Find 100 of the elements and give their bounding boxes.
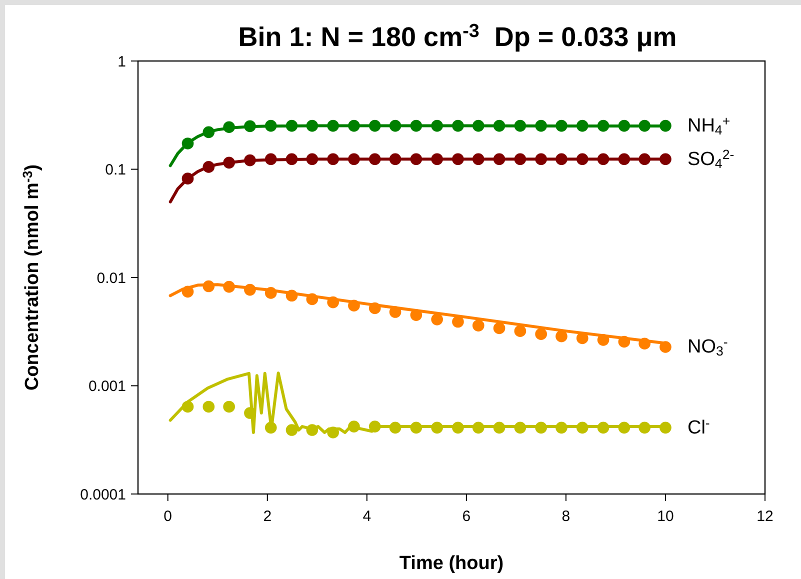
point xyxy=(306,120,318,132)
point xyxy=(202,280,215,292)
x-tick-label: 4 xyxy=(362,508,372,525)
point xyxy=(576,422,588,434)
point xyxy=(348,120,360,132)
x-tick-label: 0 xyxy=(164,508,172,525)
point xyxy=(389,306,402,318)
point xyxy=(618,422,630,434)
point xyxy=(244,154,256,166)
point xyxy=(638,422,650,434)
point xyxy=(389,120,402,132)
point xyxy=(431,314,443,326)
point xyxy=(452,422,464,434)
point xyxy=(493,120,506,132)
point xyxy=(597,334,610,346)
point xyxy=(431,422,443,434)
point xyxy=(638,120,650,132)
point xyxy=(431,120,443,132)
point xyxy=(535,120,547,132)
point xyxy=(452,120,464,132)
point xyxy=(202,400,215,413)
x-tick-label: 2 xyxy=(263,508,272,525)
point xyxy=(660,341,672,353)
point xyxy=(576,120,588,132)
point xyxy=(327,426,339,438)
x-tick-label: 8 xyxy=(562,508,570,525)
point xyxy=(618,120,630,132)
point xyxy=(389,153,402,166)
point xyxy=(223,156,235,169)
y-tick-label: 0.1 xyxy=(105,162,126,178)
point xyxy=(286,424,298,436)
point xyxy=(327,153,339,166)
point xyxy=(514,153,526,166)
point xyxy=(286,153,298,166)
point xyxy=(223,280,235,293)
point xyxy=(306,424,318,436)
y-tick-label: 0.0001 xyxy=(80,486,126,504)
point xyxy=(452,316,464,328)
point xyxy=(556,422,568,434)
point xyxy=(597,153,610,166)
point xyxy=(410,153,422,166)
point xyxy=(535,328,547,340)
point xyxy=(535,422,547,434)
point xyxy=(182,400,194,413)
point xyxy=(286,290,298,302)
point xyxy=(348,153,360,166)
y-tick-label: 0.001 xyxy=(88,378,126,395)
point xyxy=(223,400,235,413)
point xyxy=(556,330,568,342)
point xyxy=(410,309,422,321)
point xyxy=(389,422,402,434)
x-tick-label: 10 xyxy=(657,508,674,525)
point xyxy=(472,320,484,332)
point xyxy=(660,153,672,166)
point xyxy=(327,296,339,308)
point xyxy=(182,172,194,184)
point xyxy=(493,153,506,166)
point xyxy=(327,120,339,132)
point xyxy=(493,322,506,334)
point xyxy=(264,422,277,434)
point xyxy=(410,422,422,434)
point xyxy=(472,120,484,132)
point xyxy=(618,336,630,348)
point xyxy=(286,120,298,132)
point xyxy=(306,293,318,306)
point xyxy=(618,153,630,166)
point xyxy=(348,300,360,312)
point xyxy=(535,153,547,166)
y-tick-label: 0.01 xyxy=(96,270,126,287)
point xyxy=(202,126,215,138)
point xyxy=(202,161,215,173)
point xyxy=(660,120,672,132)
point xyxy=(182,138,194,150)
point xyxy=(472,422,484,434)
point xyxy=(514,325,526,337)
point xyxy=(368,420,381,432)
y-tick-label: 1 xyxy=(118,53,126,70)
point xyxy=(452,153,464,166)
point xyxy=(597,120,610,132)
point xyxy=(348,420,360,432)
point xyxy=(182,286,194,298)
point xyxy=(264,120,277,132)
point xyxy=(597,422,610,434)
series-label: Cl$^{-}$ xyxy=(687,416,710,438)
point xyxy=(368,153,381,166)
point xyxy=(493,422,506,434)
point xyxy=(576,153,588,166)
point xyxy=(306,153,318,166)
x-tick-label: 12 xyxy=(756,508,774,525)
point xyxy=(638,153,650,166)
point xyxy=(264,153,277,166)
point xyxy=(368,120,381,132)
point xyxy=(660,422,672,434)
point xyxy=(244,120,256,132)
chart-title: Bin 1: N = 180 cm$^{-3}$ Dp = 0.033 μm xyxy=(238,21,677,52)
point xyxy=(223,121,235,134)
point xyxy=(514,422,526,434)
point xyxy=(638,338,650,350)
point xyxy=(244,284,256,296)
x-tick-label: 6 xyxy=(462,508,471,525)
